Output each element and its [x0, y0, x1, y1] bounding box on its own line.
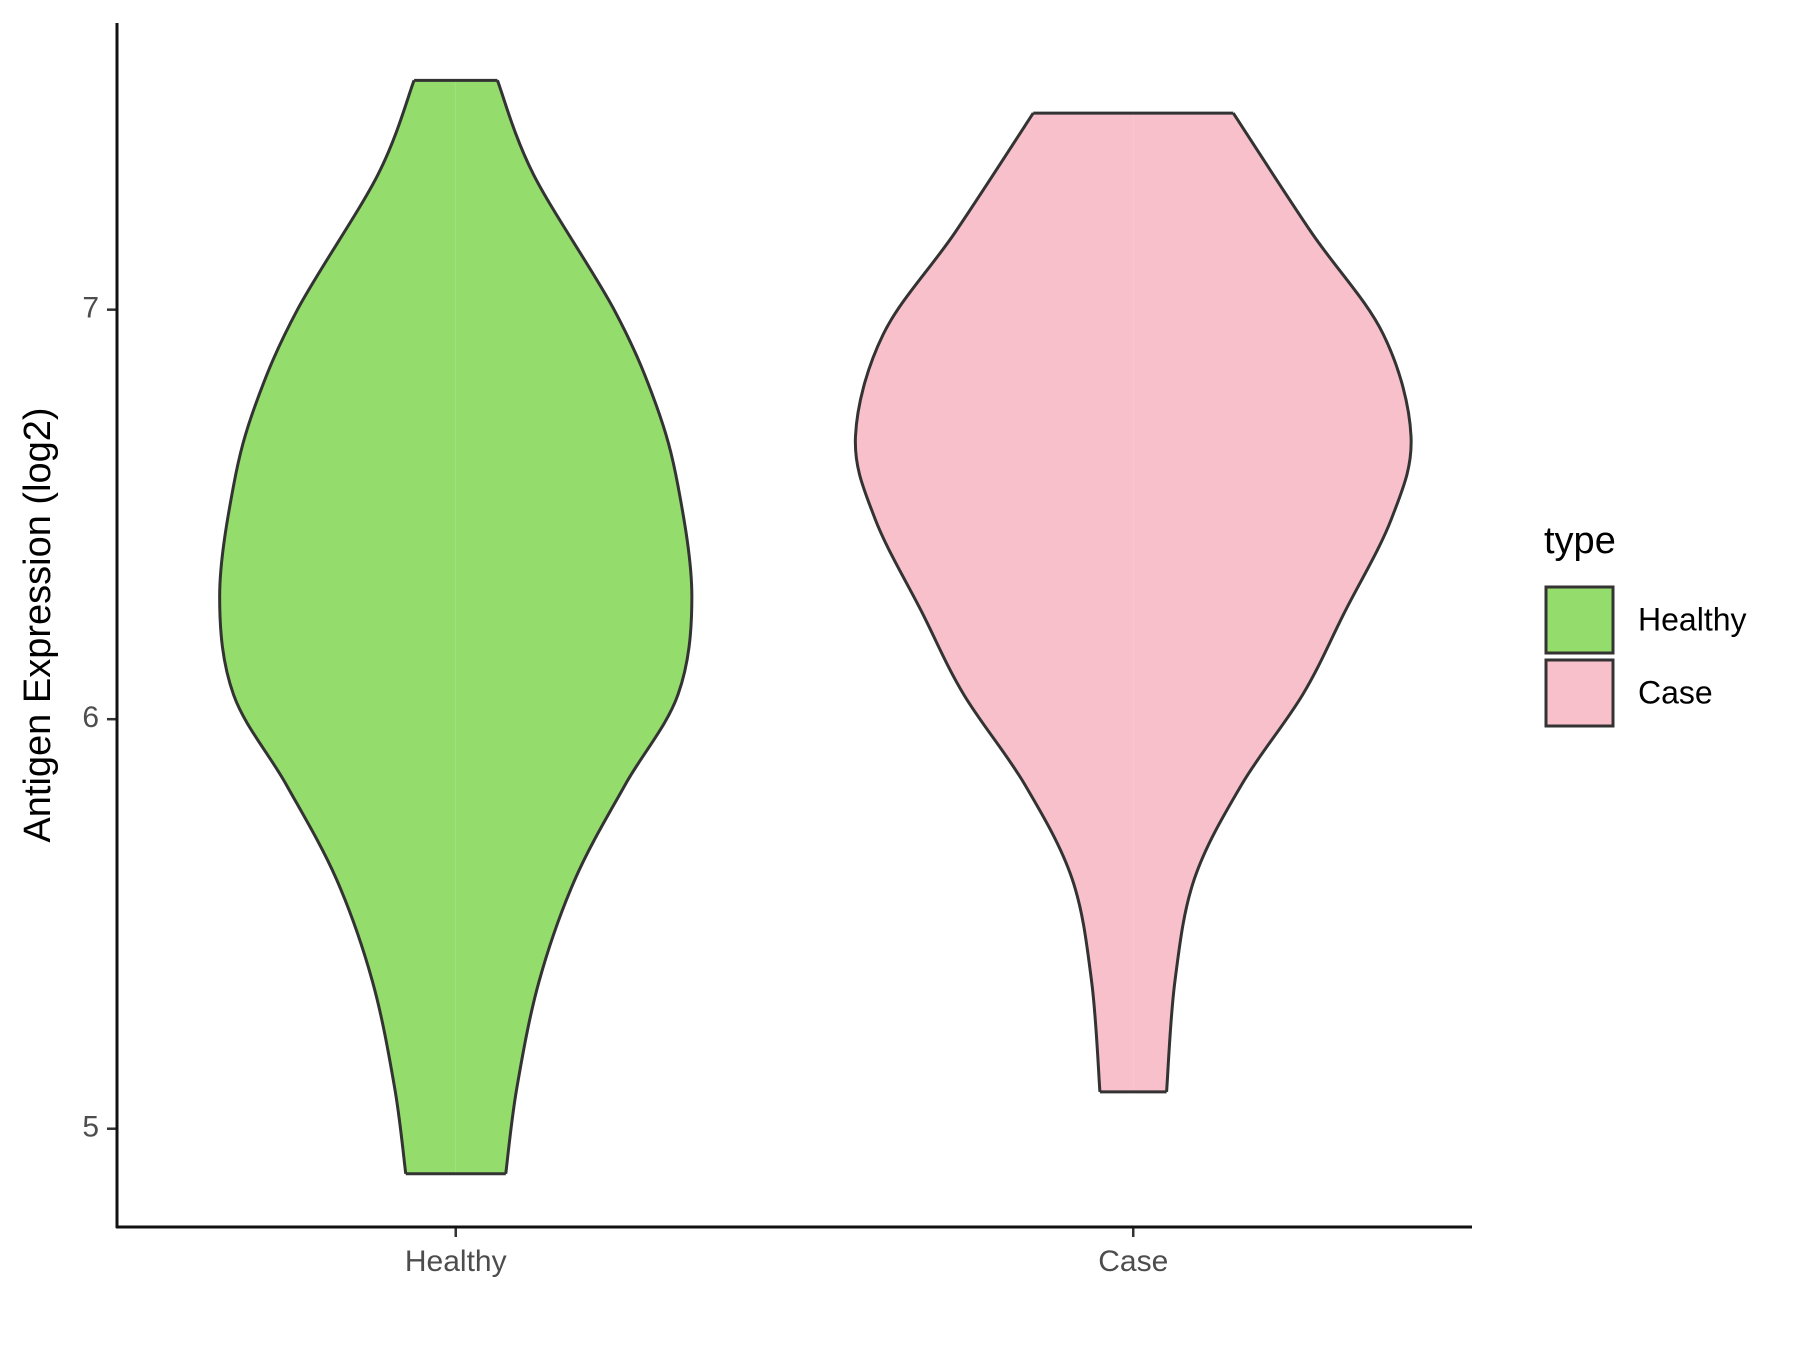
- legend-label: Healthy: [1638, 601, 1747, 637]
- y-tick-label: 6: [82, 701, 99, 734]
- violin-fill: [455, 80, 692, 1174]
- violin-fill: [1133, 113, 1412, 1092]
- violin-outline: [218, 79, 416, 1174]
- y-tick-label: 7: [82, 292, 99, 325]
- legend-title: type: [1544, 520, 1616, 562]
- x-tick-label: Case: [1098, 1245, 1168, 1278]
- violin-fill: [219, 80, 456, 1174]
- violin-fill: [855, 113, 1134, 1092]
- legend-key: [1544, 658, 1615, 728]
- legend-label: Case: [1638, 674, 1713, 710]
- violin-outline: [1165, 112, 1413, 1092]
- violin-outline: [496, 79, 694, 1174]
- legend-key: [1544, 585, 1615, 655]
- x-tick-label: Healthy: [405, 1245, 507, 1278]
- violin-outline: [853, 112, 1102, 1092]
- y-axis-title: Antigen Expression (log2): [17, 407, 59, 842]
- y-tick-label: 5: [82, 1111, 99, 1144]
